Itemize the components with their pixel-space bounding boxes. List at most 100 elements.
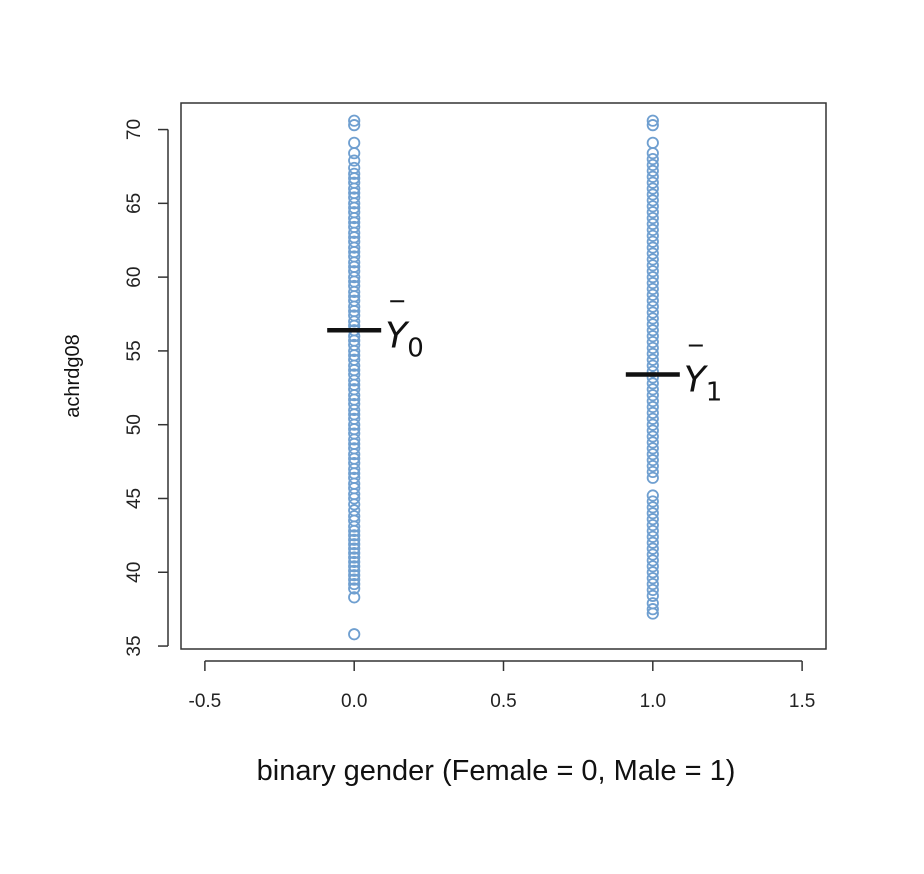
data-point bbox=[646, 507, 659, 520]
data-point bbox=[646, 347, 659, 360]
data-point bbox=[646, 223, 659, 237]
means-layer: Y0 Y1 bbox=[327, 300, 723, 408]
data-point bbox=[348, 265, 361, 278]
data-point bbox=[646, 572, 659, 585]
data-point bbox=[348, 555, 361, 569]
data-point bbox=[646, 459, 659, 473]
y-axis-title: achrdg08 bbox=[62, 334, 84, 417]
data-point bbox=[348, 176, 361, 189]
data-point bbox=[646, 536, 659, 549]
data-point bbox=[646, 152, 659, 166]
x-axis: -0.5 0.0 0.5 1.0 1.5 bbox=[189, 660, 815, 712]
data-point bbox=[348, 456, 361, 470]
data-point bbox=[348, 191, 361, 204]
data-point bbox=[646, 119, 659, 132]
data-point bbox=[646, 554, 659, 567]
mean-label-1: Y1 bbox=[684, 360, 723, 408]
data-point bbox=[646, 271, 659, 284]
data-point bbox=[646, 306, 659, 319]
data-point bbox=[348, 206, 361, 219]
data-point bbox=[646, 495, 659, 508]
data-point bbox=[646, 176, 659, 189]
data-point bbox=[646, 247, 659, 260]
data-point bbox=[646, 436, 659, 449]
data-point bbox=[646, 312, 659, 325]
points-layer bbox=[348, 114, 659, 641]
data-point bbox=[646, 300, 659, 313]
y-tick-label: 70 bbox=[124, 119, 145, 140]
data-point bbox=[348, 582, 361, 595]
data-point bbox=[646, 489, 659, 502]
data-point bbox=[348, 546, 361, 560]
data-point bbox=[646, 235, 659, 248]
data-point bbox=[646, 265, 659, 278]
data-point bbox=[646, 566, 659, 579]
data-point bbox=[348, 136, 361, 149]
data-point bbox=[348, 569, 361, 582]
data-point bbox=[348, 167, 361, 180]
plot-box bbox=[180, 102, 827, 650]
data-point bbox=[646, 597, 659, 610]
data-point bbox=[646, 359, 659, 372]
data-point bbox=[348, 442, 361, 455]
x-tick-label: 0.5 bbox=[490, 691, 516, 712]
x-tick-label: 0.0 bbox=[341, 691, 367, 712]
data-point bbox=[646, 114, 659, 127]
data-point bbox=[348, 412, 361, 425]
y-tick-label: 50 bbox=[124, 414, 145, 435]
data-point bbox=[646, 324, 659, 337]
data-point bbox=[646, 412, 659, 425]
data-point bbox=[646, 389, 659, 402]
data-point bbox=[646, 442, 659, 455]
data-point bbox=[646, 318, 659, 331]
data-point bbox=[646, 206, 659, 219]
data-point bbox=[646, 583, 659, 597]
data-point bbox=[348, 397, 361, 411]
data-point bbox=[348, 220, 361, 234]
data-point bbox=[646, 424, 659, 437]
data-point bbox=[348, 577, 361, 591]
data-point bbox=[348, 427, 361, 440]
data-point bbox=[646, 217, 659, 231]
y-tick-label: 65 bbox=[124, 193, 145, 214]
data-point bbox=[348, 309, 361, 322]
x-tick-label: 1.0 bbox=[640, 691, 666, 712]
y-tick-label: 35 bbox=[124, 635, 145, 656]
data-point bbox=[646, 182, 659, 195]
data-point bbox=[646, 560, 659, 573]
data-point bbox=[646, 524, 659, 538]
data-point bbox=[348, 529, 361, 542]
data-point bbox=[348, 591, 361, 604]
x-tick-label: 1.5 bbox=[789, 691, 815, 712]
data-point bbox=[348, 147, 361, 160]
data-point bbox=[348, 551, 361, 564]
data-point bbox=[646, 170, 659, 183]
data-point bbox=[348, 294, 361, 307]
data-point bbox=[348, 533, 361, 546]
data-point bbox=[646, 158, 659, 172]
data-point bbox=[348, 573, 361, 586]
data-point bbox=[348, 161, 361, 175]
data-point bbox=[348, 119, 361, 132]
data-point bbox=[348, 338, 361, 352]
data-point bbox=[646, 518, 659, 532]
data-point bbox=[348, 504, 361, 517]
data-point bbox=[646, 188, 659, 201]
data-point bbox=[646, 501, 659, 514]
data-point bbox=[646, 282, 659, 296]
data-point bbox=[646, 418, 659, 431]
y-tick-label: 60 bbox=[124, 267, 145, 288]
x-tick-label: -0.5 bbox=[189, 691, 222, 712]
data-point bbox=[348, 353, 361, 366]
data-point bbox=[646, 353, 659, 366]
data-point bbox=[646, 294, 659, 307]
data-point bbox=[348, 114, 361, 127]
data-point bbox=[348, 235, 361, 248]
data-point bbox=[348, 628, 361, 641]
data-point bbox=[646, 212, 659, 225]
y-axis: 35 40 45 50 55 60 65 70 bbox=[124, 119, 169, 657]
data-point bbox=[646, 430, 659, 443]
data-point bbox=[646, 394, 659, 408]
data-point bbox=[348, 368, 361, 381]
